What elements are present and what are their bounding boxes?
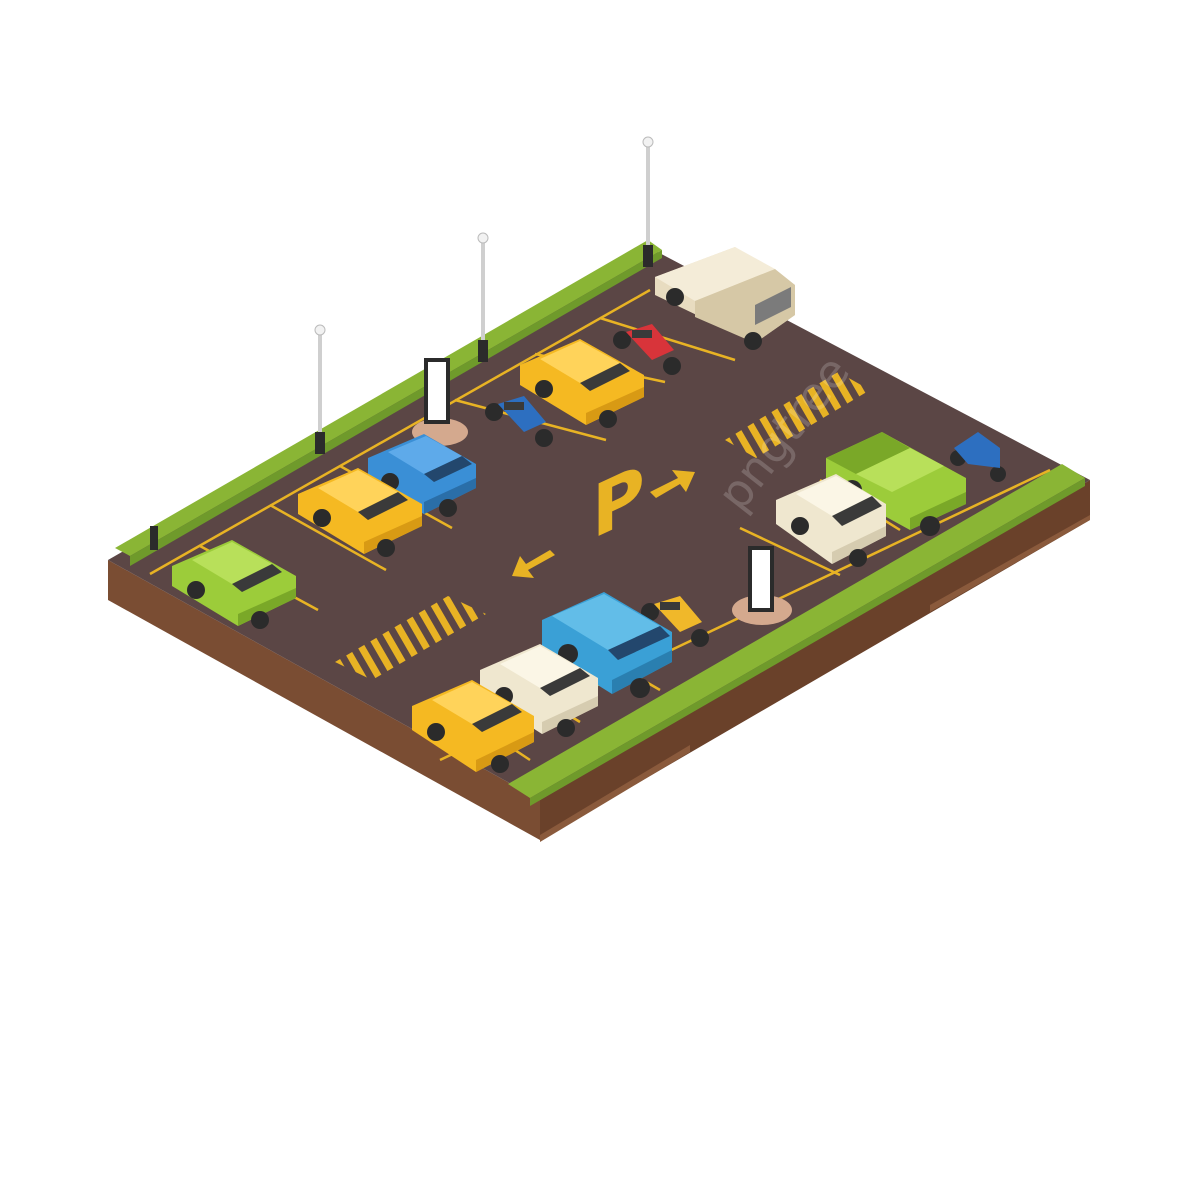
grass-strip-front	[508, 464, 1085, 806]
street-lamp-icon	[477, 232, 489, 362]
soil-side-left	[108, 560, 540, 840]
soil-side-right	[540, 480, 1090, 840]
motorcycle-icon	[641, 596, 709, 647]
bollard-icon	[150, 526, 158, 550]
arrow-down-icon	[512, 550, 555, 578]
car-icon	[298, 468, 422, 557]
arrow-up-icon	[650, 470, 695, 498]
hatched-zone-right	[725, 372, 870, 458]
car-icon	[776, 474, 886, 567]
hatched-zone-left	[335, 596, 486, 680]
billboard-icon	[732, 546, 792, 625]
soil-step-left	[540, 745, 690, 842]
van-icon	[655, 247, 795, 350]
motorcycle-icon	[613, 324, 681, 375]
car-icon	[412, 680, 534, 773]
soil-step-right	[930, 515, 1090, 612]
scooter-icon	[950, 432, 1006, 482]
motorcycle-icon	[485, 396, 553, 447]
car-icon	[172, 540, 296, 629]
street-lamp-icon	[642, 136, 654, 267]
grass-strip-back	[115, 240, 662, 566]
car-icon	[520, 339, 644, 428]
street-lamp-icon	[314, 324, 326, 454]
